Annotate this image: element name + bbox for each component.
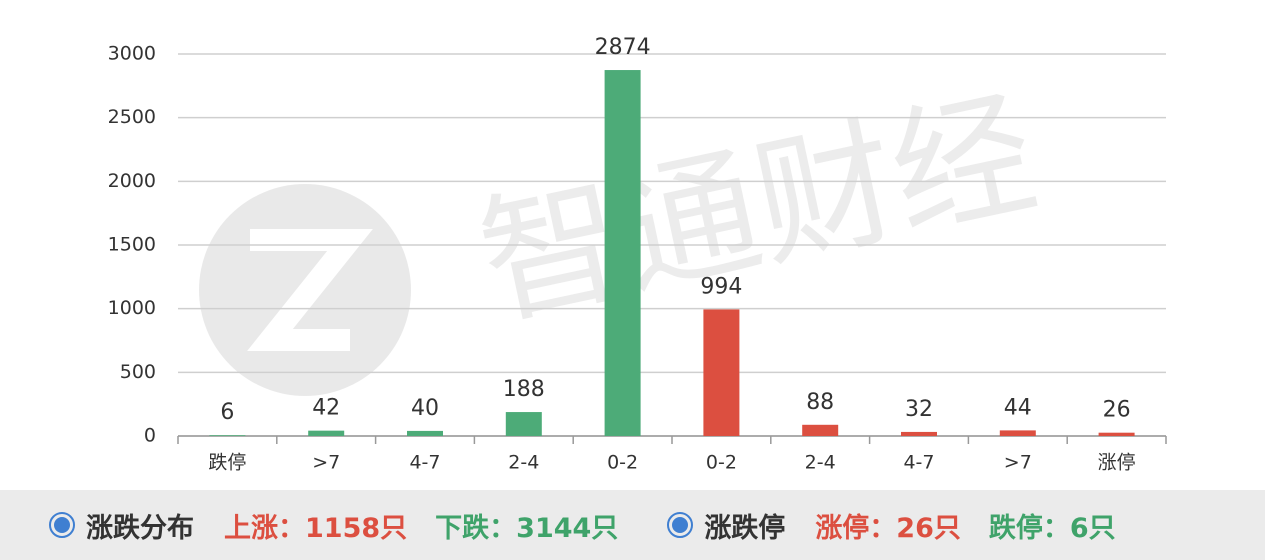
x-tick-label: 2-4 [508, 452, 539, 474]
y-tick-label: 1500 [108, 234, 156, 256]
y-tick-label: 2000 [108, 170, 156, 192]
stat: 下跌：3144只 [435, 512, 619, 544]
section-title: 涨跌停 [704, 512, 786, 544]
bar [999, 430, 1036, 436]
y-tick-label: 1000 [108, 297, 156, 319]
x-tick-label: 4-7 [903, 452, 934, 474]
section-icon [49, 512, 75, 538]
stat: 上涨：1158只 [224, 512, 408, 544]
watermark: 智通财经 [467, 71, 1049, 347]
stat: 涨停：26只 [815, 512, 961, 544]
footer: 涨跌分布 上涨：1158只 下跌：3144只 涨跌停 涨停：26只 跌停：6只 [0, 490, 1265, 560]
bar [308, 430, 345, 436]
x-tick-label: 跌停 [208, 452, 246, 474]
data-label: 26 [1103, 398, 1131, 423]
bar [802, 424, 839, 436]
x-tick-label: 0-2 [706, 452, 737, 474]
x-tick-label: 2-4 [805, 452, 836, 474]
bar [209, 435, 246, 436]
y-tick-label: 0 [144, 425, 156, 447]
watermark-logo [199, 184, 411, 396]
data-label: 40 [411, 396, 439, 421]
bar [407, 430, 443, 436]
y-tick-label: 500 [120, 361, 156, 383]
data-label: 6 [220, 400, 234, 425]
stat: 跌停：6只 [988, 512, 1116, 544]
x-tick-label: 4-7 [409, 452, 440, 474]
bar [604, 70, 641, 436]
footer-section: 涨跌停 涨停：26只 跌停：6只 [666, 506, 1143, 545]
data-label: 88 [806, 390, 834, 415]
data-label: 994 [700, 274, 742, 299]
bar [703, 309, 740, 436]
y-tick-label: 3000 [108, 43, 156, 65]
data-label: 32 [905, 397, 933, 422]
section-title: 涨跌分布 [86, 512, 194, 544]
x-tick-label: >7 [312, 452, 340, 474]
y-tick-label: 2500 [108, 106, 156, 128]
bar [505, 412, 542, 436]
footer-section: 涨跌分布 上涨：1158只 下跌：3144只 [48, 506, 646, 545]
x-tick-label: 涨停 [1098, 452, 1136, 474]
x-tick-label: >7 [1004, 452, 1032, 474]
bar [1098, 432, 1135, 436]
bar [901, 431, 937, 436]
x-tick-label: 0-2 [607, 452, 638, 474]
chart: 智通财经 0 500 1000 1500 2000 2500 3000 跌停 6 >7 42 4-7 4… [108, 35, 1167, 474]
section-icon [667, 512, 694, 538]
data-label: 42 [312, 396, 340, 421]
data-label: 2874 [595, 35, 651, 60]
data-label: 188 [503, 377, 545, 402]
data-label: 44 [1004, 395, 1032, 420]
